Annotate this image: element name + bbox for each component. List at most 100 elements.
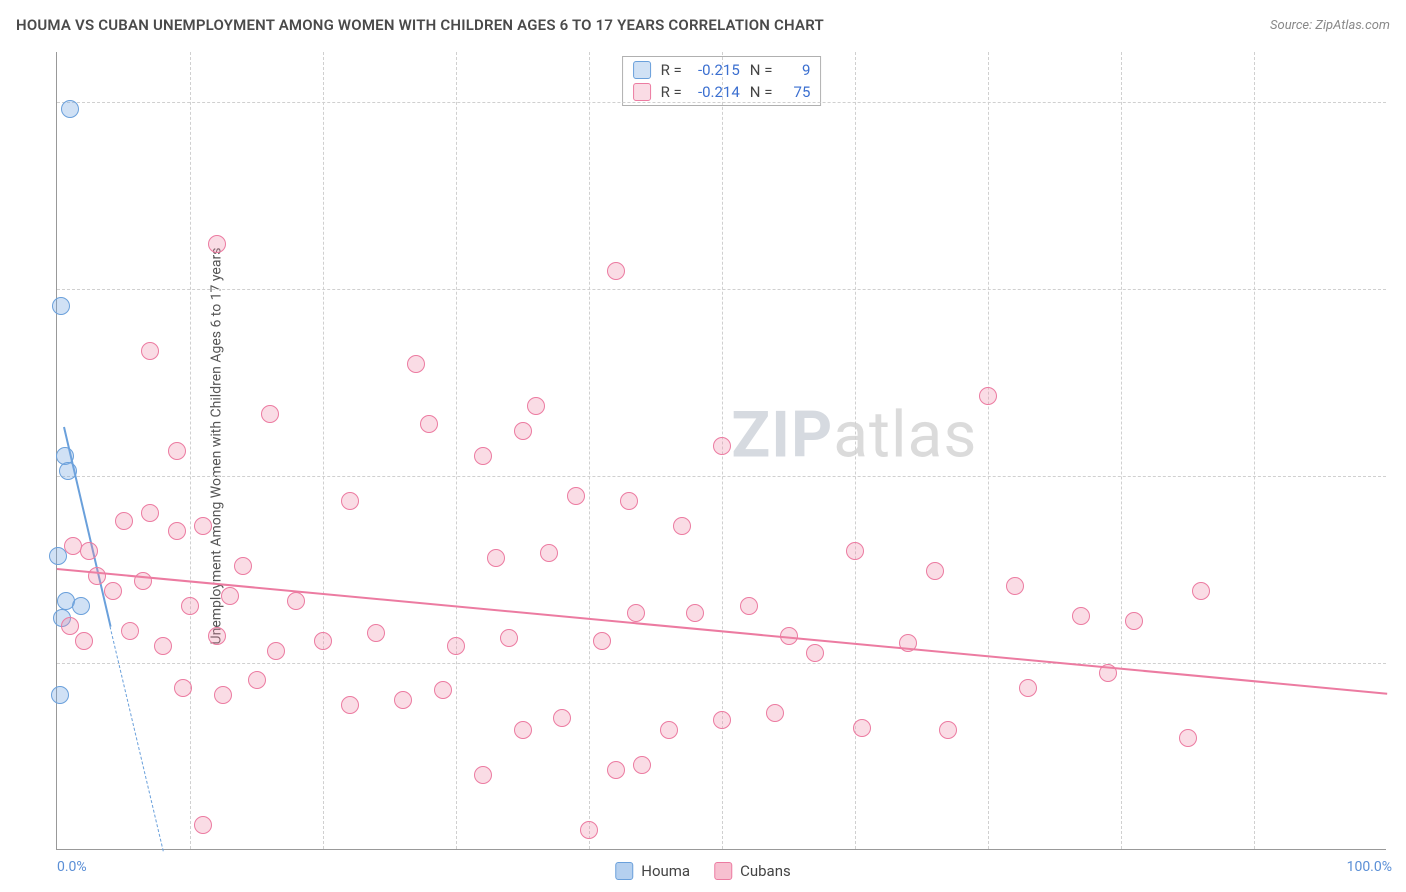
data-point xyxy=(287,592,305,610)
legend-item: Cubans xyxy=(714,862,791,880)
data-point xyxy=(593,632,611,650)
legend-swatch xyxy=(714,862,732,880)
data-point xyxy=(51,686,69,704)
chart-header: HOUMA VS CUBAN UNEMPLOYMENT AMONG WOMEN … xyxy=(16,16,1390,34)
data-point xyxy=(620,492,638,510)
data-point xyxy=(846,542,864,560)
data-point xyxy=(194,517,212,535)
trend-line-extension xyxy=(110,626,164,851)
data-point xyxy=(394,691,412,709)
source-attribution: Source: ZipAtlas.com xyxy=(1270,18,1390,33)
data-point xyxy=(420,415,438,433)
gridline-v xyxy=(988,52,989,849)
data-point xyxy=(1125,612,1143,630)
n-label: N = xyxy=(750,61,773,79)
data-point xyxy=(633,756,651,774)
data-point xyxy=(168,442,186,460)
data-point xyxy=(115,512,133,530)
data-point xyxy=(214,686,232,704)
data-point xyxy=(154,637,172,655)
data-point xyxy=(104,582,122,600)
legend-item: Houma xyxy=(615,862,690,880)
data-point xyxy=(314,632,332,650)
data-point xyxy=(474,447,492,465)
data-point xyxy=(540,544,558,562)
data-point xyxy=(780,627,798,645)
data-point xyxy=(221,587,239,605)
data-point xyxy=(134,572,152,590)
data-point xyxy=(806,644,824,662)
n-value: 75 xyxy=(782,83,810,101)
data-point xyxy=(59,462,77,480)
data-point xyxy=(926,562,944,580)
data-point xyxy=(474,766,492,784)
data-point xyxy=(939,721,957,739)
data-point xyxy=(80,542,98,560)
data-point xyxy=(75,632,93,650)
gridline-v xyxy=(589,52,590,849)
data-point xyxy=(766,704,784,722)
data-point xyxy=(500,629,518,647)
data-point xyxy=(627,604,645,622)
x-tick-label: 100.0% xyxy=(1347,859,1392,875)
data-point xyxy=(367,624,385,642)
data-point xyxy=(1072,607,1090,625)
gridline-v xyxy=(190,52,191,849)
data-point xyxy=(61,100,79,118)
gridline-v xyxy=(1254,52,1255,849)
legend-label: Houma xyxy=(641,862,690,880)
data-point xyxy=(660,721,678,739)
data-point xyxy=(61,617,79,635)
data-point xyxy=(713,711,731,729)
data-point xyxy=(1019,679,1037,697)
data-point xyxy=(234,557,252,575)
data-point xyxy=(88,567,106,585)
data-point xyxy=(141,504,159,522)
data-point xyxy=(487,549,505,567)
data-point xyxy=(1192,582,1210,600)
data-point xyxy=(341,492,359,510)
data-point xyxy=(194,816,212,834)
data-point xyxy=(899,634,917,652)
data-point xyxy=(514,721,532,739)
data-point xyxy=(740,597,758,615)
legend-swatch xyxy=(633,61,651,79)
data-point xyxy=(1179,729,1197,747)
data-point xyxy=(673,517,691,535)
data-point xyxy=(979,387,997,405)
chart-title: HOUMA VS CUBAN UNEMPLOYMENT AMONG WOMEN … xyxy=(16,16,824,34)
watermark-bold: ZIP xyxy=(731,397,833,472)
data-point xyxy=(208,235,226,253)
data-point xyxy=(607,761,625,779)
data-point xyxy=(407,355,425,373)
gridline-v xyxy=(323,52,324,849)
data-point xyxy=(72,597,90,615)
x-tick-label: 0.0% xyxy=(57,859,87,875)
data-point xyxy=(553,709,571,727)
legend-swatch xyxy=(615,862,633,880)
data-point xyxy=(261,405,279,423)
r-label: R = xyxy=(661,61,682,79)
data-point xyxy=(1099,664,1117,682)
r-value: -0.215 xyxy=(692,61,740,79)
r-label: R = xyxy=(661,83,682,101)
data-point xyxy=(686,604,704,622)
data-point xyxy=(248,671,266,689)
n-value: 9 xyxy=(782,61,810,79)
legend-label: Cubans xyxy=(740,862,791,880)
data-point xyxy=(341,696,359,714)
data-point xyxy=(713,437,731,455)
data-point xyxy=(580,821,598,839)
data-point xyxy=(514,422,532,440)
scatter-chart: ZIPatlas R =-0.215N =9R =-0.214N =75 7.5… xyxy=(56,52,1386,850)
data-point xyxy=(527,397,545,415)
gridline-v xyxy=(456,52,457,849)
gridline-v xyxy=(1121,52,1122,849)
data-point xyxy=(141,342,159,360)
data-point xyxy=(168,522,186,540)
data-point xyxy=(853,719,871,737)
data-point xyxy=(208,627,226,645)
r-value: -0.214 xyxy=(692,83,740,101)
data-point xyxy=(434,681,452,699)
legend-swatch xyxy=(633,83,651,101)
